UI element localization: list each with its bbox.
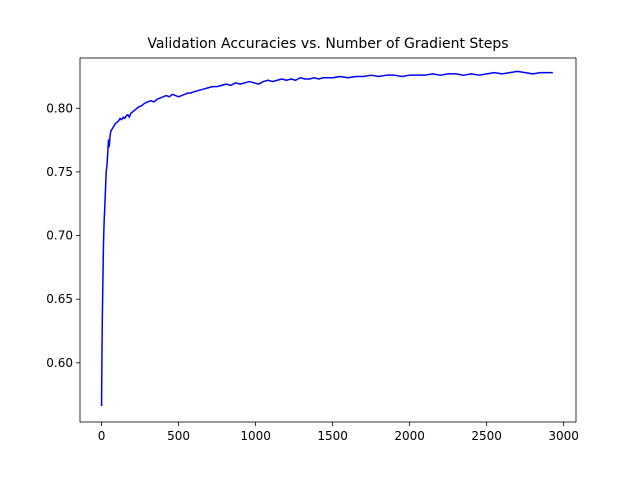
y-tick-label: 0.75 xyxy=(46,165,73,179)
y-tick-label: 0.60 xyxy=(46,356,73,370)
plot-area xyxy=(100,70,553,407)
x-tick-label: 2000 xyxy=(394,429,425,443)
chart-title: Validation Accuracies vs. Number of Grad… xyxy=(147,36,508,52)
y-tick-label: 0.80 xyxy=(46,101,73,115)
accuracy-series-line xyxy=(100,70,553,407)
y-tick-label: 0.65 xyxy=(46,292,73,306)
axes-frame xyxy=(79,57,577,423)
x-tick-label: 1500 xyxy=(317,429,348,443)
x-tick-label: 3000 xyxy=(548,429,579,443)
axes: 0 500 1000 1500 2000 2500 3000 0.60 0.65 0.70 0.75… xyxy=(46,57,579,443)
y-tick-label: 0.70 xyxy=(46,229,73,243)
x-tick-label: 1000 xyxy=(240,429,271,443)
x-tick-label: 500 xyxy=(167,429,190,443)
x-tick-label: 2500 xyxy=(471,429,502,443)
x-tick-label: 0 xyxy=(98,429,106,443)
